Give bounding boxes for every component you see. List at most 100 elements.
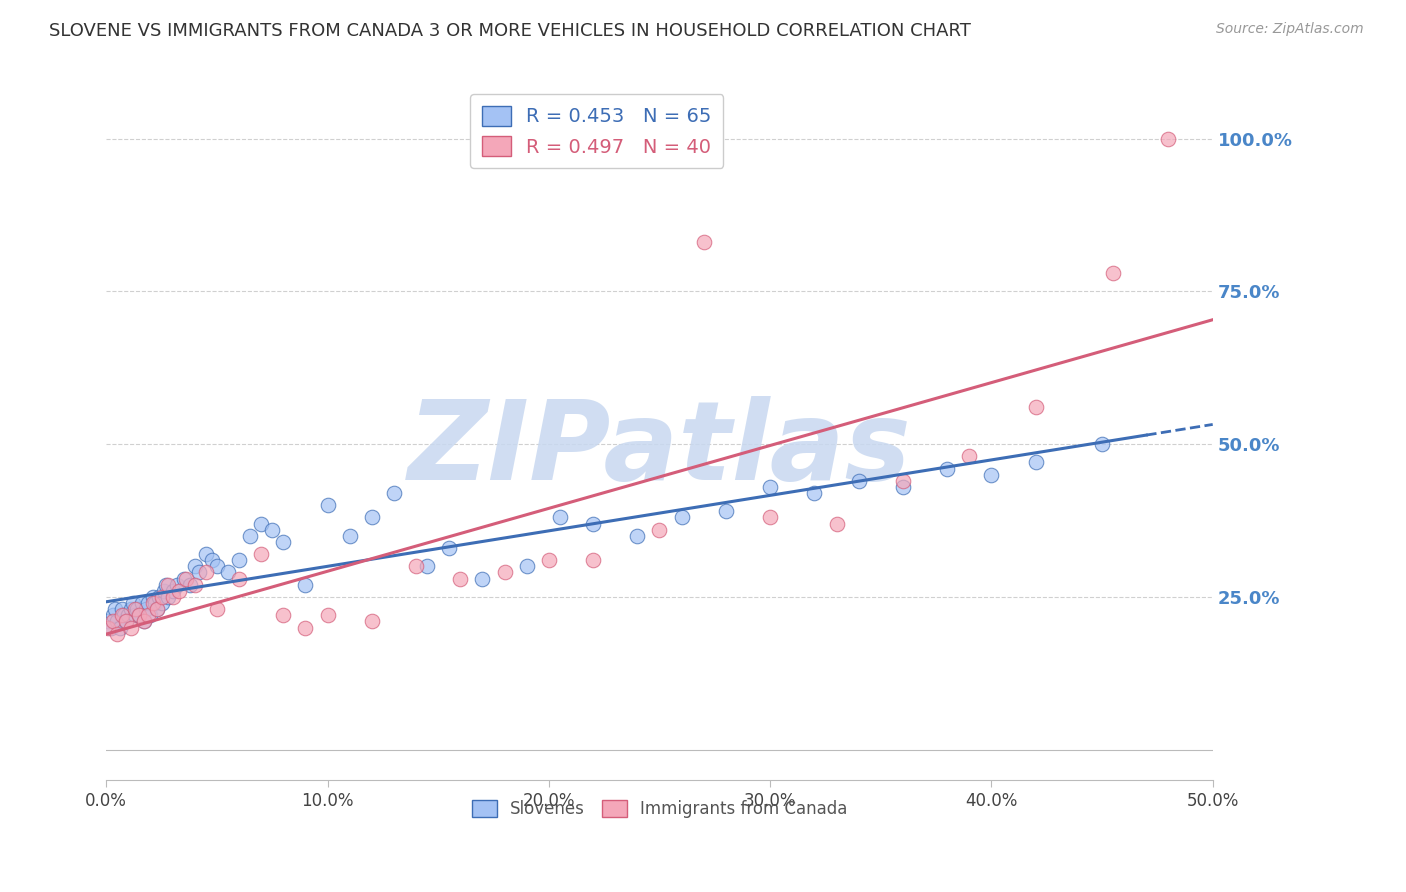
- Point: [449, 572, 471, 586]
- Point: [162, 583, 184, 598]
- Point: [166, 578, 188, 592]
- Point: [128, 608, 150, 623]
- Point: [582, 553, 605, 567]
- Point: [294, 620, 316, 634]
- Point: [759, 510, 782, 524]
- Point: [416, 559, 439, 574]
- Point: [205, 602, 228, 616]
- Point: [128, 608, 150, 623]
- Point: [294, 578, 316, 592]
- Point: [228, 553, 250, 567]
- Point: [142, 590, 165, 604]
- Point: [250, 516, 273, 531]
- Point: [1091, 437, 1114, 451]
- Point: [97, 620, 120, 634]
- Point: [101, 608, 124, 623]
- Point: [648, 523, 671, 537]
- Point: [105, 626, 128, 640]
- Point: [142, 596, 165, 610]
- Point: [111, 608, 134, 623]
- Point: [360, 615, 382, 629]
- Point: [104, 602, 127, 616]
- Point: [825, 516, 848, 531]
- Point: [112, 608, 135, 623]
- Point: [169, 583, 191, 598]
- Point: [132, 615, 155, 629]
- Point: [101, 615, 124, 629]
- Point: [316, 498, 339, 512]
- Point: [848, 474, 870, 488]
- Point: [150, 596, 173, 610]
- Point: [714, 504, 737, 518]
- Point: [184, 559, 207, 574]
- Point: [271, 608, 294, 623]
- Point: [548, 510, 571, 524]
- Point: [174, 572, 197, 586]
- Point: [157, 578, 180, 592]
- Legend: Slovenes, Immigrants from Canada: Slovenes, Immigrants from Canada: [465, 793, 853, 825]
- Point: [120, 602, 142, 616]
- Point: [111, 602, 134, 616]
- Point: [360, 510, 382, 524]
- Point: [439, 541, 461, 555]
- Point: [382, 486, 405, 500]
- Point: [194, 566, 217, 580]
- Point: [124, 602, 146, 616]
- Text: Source: ZipAtlas.com: Source: ZipAtlas.com: [1216, 22, 1364, 37]
- Point: [155, 578, 177, 592]
- Point: [184, 578, 207, 592]
- Point: [494, 566, 516, 580]
- Point: [891, 474, 914, 488]
- Point: [179, 578, 201, 592]
- Point: [316, 608, 339, 623]
- Point: [228, 572, 250, 586]
- Point: [262, 523, 284, 537]
- Point: [671, 510, 693, 524]
- Point: [100, 620, 122, 634]
- Point: [803, 486, 825, 500]
- Point: [1102, 266, 1125, 280]
- Point: [759, 480, 782, 494]
- Point: [582, 516, 605, 531]
- Point: [339, 529, 361, 543]
- Point: [217, 566, 239, 580]
- Point: [136, 608, 159, 623]
- Point: [271, 535, 294, 549]
- Point: [131, 596, 153, 610]
- Point: [471, 572, 494, 586]
- Point: [124, 608, 146, 623]
- Point: [148, 590, 170, 604]
- Point: [188, 566, 211, 580]
- Point: [201, 553, 224, 567]
- Point: [1157, 131, 1180, 145]
- Point: [957, 450, 980, 464]
- Point: [139, 608, 162, 623]
- Point: [891, 480, 914, 494]
- Point: [239, 529, 262, 543]
- Point: [105, 615, 128, 629]
- Point: [115, 615, 138, 629]
- Point: [127, 602, 149, 616]
- Point: [117, 608, 139, 623]
- Point: [157, 590, 180, 604]
- Point: [97, 615, 120, 629]
- Point: [537, 553, 560, 567]
- Point: [135, 602, 157, 616]
- Point: [146, 602, 169, 616]
- Point: [136, 596, 159, 610]
- Point: [173, 572, 195, 586]
- Point: [693, 235, 716, 250]
- Point: [146, 602, 169, 616]
- Point: [162, 590, 184, 604]
- Point: [194, 547, 217, 561]
- Point: [980, 467, 1002, 482]
- Point: [132, 615, 155, 629]
- Point: [120, 620, 142, 634]
- Point: [205, 559, 228, 574]
- Text: ZIPatlas: ZIPatlas: [408, 396, 911, 503]
- Point: [405, 559, 427, 574]
- Point: [108, 620, 131, 634]
- Point: [626, 529, 648, 543]
- Point: [115, 615, 138, 629]
- Point: [1025, 401, 1047, 415]
